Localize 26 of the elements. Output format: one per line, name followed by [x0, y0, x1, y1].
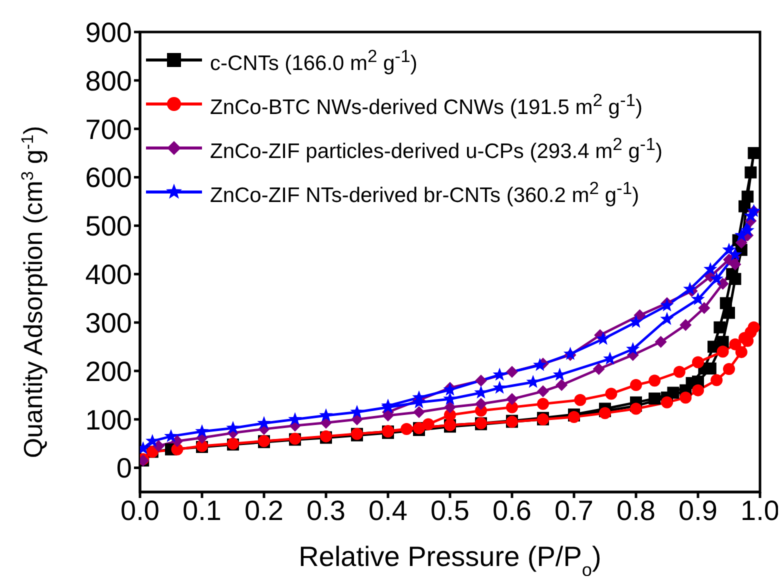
y-tick-label: 600 — [85, 162, 132, 194]
x-tick-label: 0.8 — [616, 494, 656, 526]
x-tick-label: 0.2 — [244, 494, 284, 526]
x-tick-label: 0.3 — [306, 494, 346, 526]
legend-label: c-CNTs (166.0 m$^{2}$ g$^{-1}$) — [210, 45, 418, 77]
x-tick-label: 0.6 — [492, 494, 532, 526]
y-tick-label: 100 — [85, 404, 132, 436]
legend-label: ZnCo-ZIF NTs-derived br-CNTs (360.2 m$^{2}$ g$^{-1}$) — [210, 177, 640, 209]
y-tick-label: 500 — [85, 210, 132, 242]
x-tick-label: 0.1 — [182, 494, 222, 526]
y-tick-label: 900 — [85, 16, 132, 48]
y-tick-label: 300 — [85, 307, 132, 338]
y-tick-label: 400 — [85, 259, 132, 290]
y-tick-label: 200 — [85, 356, 132, 387]
y-tick-label: 700 — [85, 114, 132, 145]
x-tick-label: 1.0 — [740, 494, 780, 526]
x-tick-label: 0.4 — [368, 494, 408, 526]
x-tick-label: 0.0 — [120, 494, 160, 526]
x-tick-label: 0.5 — [430, 494, 470, 526]
x-tick-label: 0.9 — [678, 494, 718, 526]
x-tick-label: 0.7 — [554, 494, 594, 526]
x-axis-title: Relative Pressure (P/P$_{o}$) — [298, 541, 602, 580]
y-tick-label: 0 — [116, 452, 132, 484]
legend-label: ZnCo-ZIF particles-derived u-CPs (293.4 m$^{2}$ g$^{-1}$) — [210, 133, 662, 165]
y-tick-label: 800 — [85, 65, 132, 96]
legend-label: ZnCo-BTC NWs-derived CNWs (191.5 m$^{2}$ g$^{-1}$) — [210, 89, 643, 121]
